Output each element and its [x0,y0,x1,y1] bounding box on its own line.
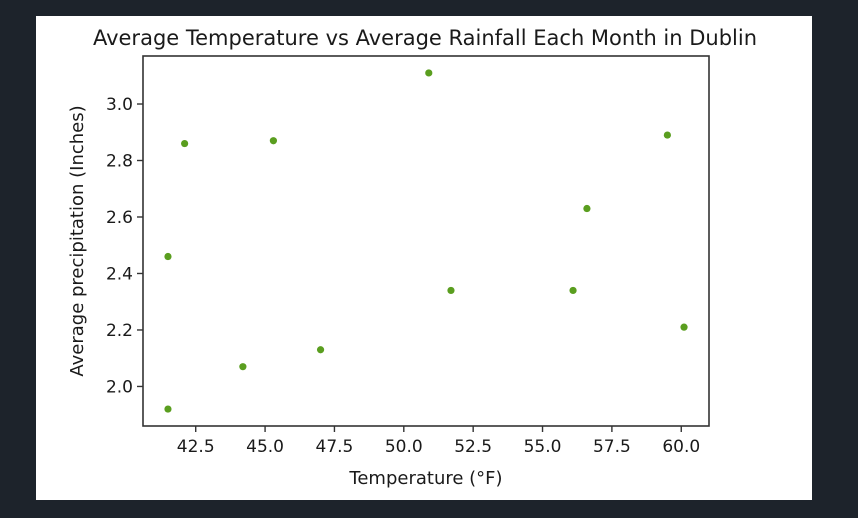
x-tick-label: 57.5 [593,437,631,457]
data-point [680,323,688,331]
data-point [239,363,247,371]
x-tick-label: 45.0 [246,437,284,457]
data-point [269,137,278,145]
data-point [181,139,189,148]
y-tick-label: 2.8 [106,152,133,172]
y-tick-label: 2.6 [106,208,133,228]
x-tick-label: 47.5 [316,437,354,457]
scatter-chart: Average Temperature vs Average Rainfall … [67,26,757,489]
x-tick-label: 42.5 [177,437,215,457]
x-tick-label: 55.0 [524,437,562,457]
data-point [425,69,433,77]
data-point [316,346,325,354]
plot-frame [142,55,710,427]
y-tick-label: 3.0 [106,95,133,115]
data-points [164,69,688,413]
x-tick-label: 52.5 [454,437,492,457]
data-point [164,252,172,261]
y-axis-label: Average precipitation (Inches) [67,105,88,376]
data-point [569,286,577,295]
y-axis: 2.0 2.2 2.4 2.6 2.8 3.0 [106,95,143,397]
data-point [447,286,455,295]
x-axis-label: Temperature (°F) [348,468,502,489]
chart-figure: Average Temperature vs Average Rainfall … [36,16,812,500]
data-point [583,204,591,213]
x-axis: 42.5 45.0 47.5 50.0 52.5 55.0 57.5 60.0 [177,426,700,457]
x-tick-label: 60.0 [662,437,700,457]
y-tick-label: 2.2 [106,321,133,341]
y-tick-label: 2.0 [106,377,133,397]
data-point [663,131,671,139]
chart-title: Average Temperature vs Average Rainfall … [93,26,757,50]
x-tick-label: 50.0 [385,437,423,457]
y-tick-label: 2.4 [106,264,133,284]
data-point [164,405,172,413]
